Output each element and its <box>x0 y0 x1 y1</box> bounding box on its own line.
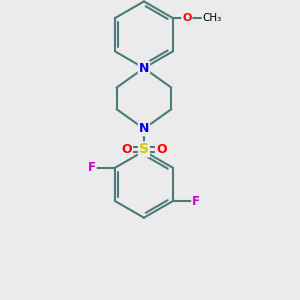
Text: O: O <box>182 13 191 23</box>
Text: O: O <box>156 143 166 156</box>
Text: F: F <box>88 161 96 174</box>
Text: O: O <box>121 143 132 156</box>
Text: N: N <box>139 61 149 75</box>
Text: CH₃: CH₃ <box>203 13 222 23</box>
Text: F: F <box>192 195 200 208</box>
Text: N: N <box>139 122 149 135</box>
Text: S: S <box>139 142 149 156</box>
